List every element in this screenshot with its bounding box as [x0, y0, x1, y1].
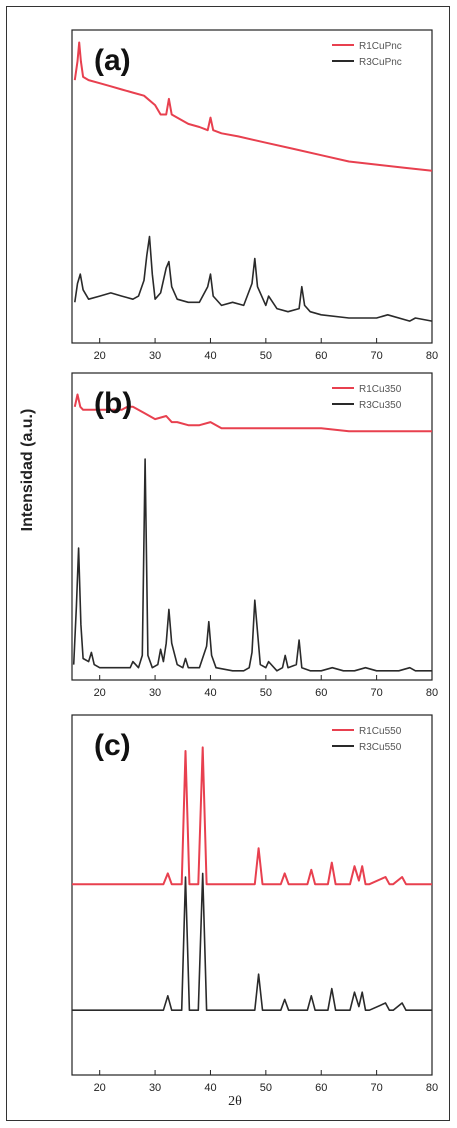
panel-label: (a)	[94, 44, 131, 77]
series-line-black	[74, 235, 433, 322]
x-tick-label: 50	[260, 687, 272, 699]
series-line-red	[72, 746, 432, 886]
x-axis-label: 2θ	[228, 1094, 242, 1109]
series-line-black	[72, 458, 432, 672]
legend-label: R3Cu350	[359, 400, 402, 411]
x-tick-label: 30	[149, 687, 161, 699]
legend-label: R1Cu550	[359, 726, 402, 737]
x-tick-label: 60	[315, 687, 327, 699]
x-tick-label: 80	[426, 1082, 438, 1094]
x-tick-label: 20	[94, 1082, 106, 1094]
legend-label: R3Cu550	[359, 742, 402, 753]
series-line-red	[73, 41, 433, 172]
plot-frame-3	[71, 714, 433, 1076]
x-tick-label: 70	[370, 1082, 382, 1094]
legend-label: R1CuPnc	[359, 41, 402, 52]
x-tick-label: 30	[149, 350, 161, 362]
panel-label: (b)	[94, 387, 132, 420]
x-tick-label: 40	[204, 350, 216, 362]
plot-frame-2	[71, 372, 433, 681]
x-tick-label: 60	[315, 350, 327, 362]
x-tick-label: 50	[260, 1082, 272, 1094]
x-tick-label: 40	[204, 687, 216, 699]
x-tick-label: 80	[426, 687, 438, 699]
legend-label: R1Cu350	[359, 384, 402, 395]
x-tick-label: 70	[370, 350, 382, 362]
figure-frame	[6, 6, 450, 1121]
x-tick-label: 40	[204, 1082, 216, 1094]
panel-label: (c)	[94, 729, 131, 762]
x-tick-label: 70	[370, 687, 382, 699]
x-tick-label: 20	[94, 350, 106, 362]
series-line-black	[72, 872, 432, 1012]
x-tick-label: 30	[149, 1082, 161, 1094]
x-tick-label: 80	[426, 350, 438, 362]
x-tick-label: 50	[260, 350, 272, 362]
x-tick-label: 60	[315, 1082, 327, 1094]
legend-label: R3CuPnc	[359, 57, 402, 68]
series-line-red	[73, 393, 432, 433]
x-tick-label: 20	[94, 687, 106, 699]
plot-frame-1	[71, 29, 433, 344]
